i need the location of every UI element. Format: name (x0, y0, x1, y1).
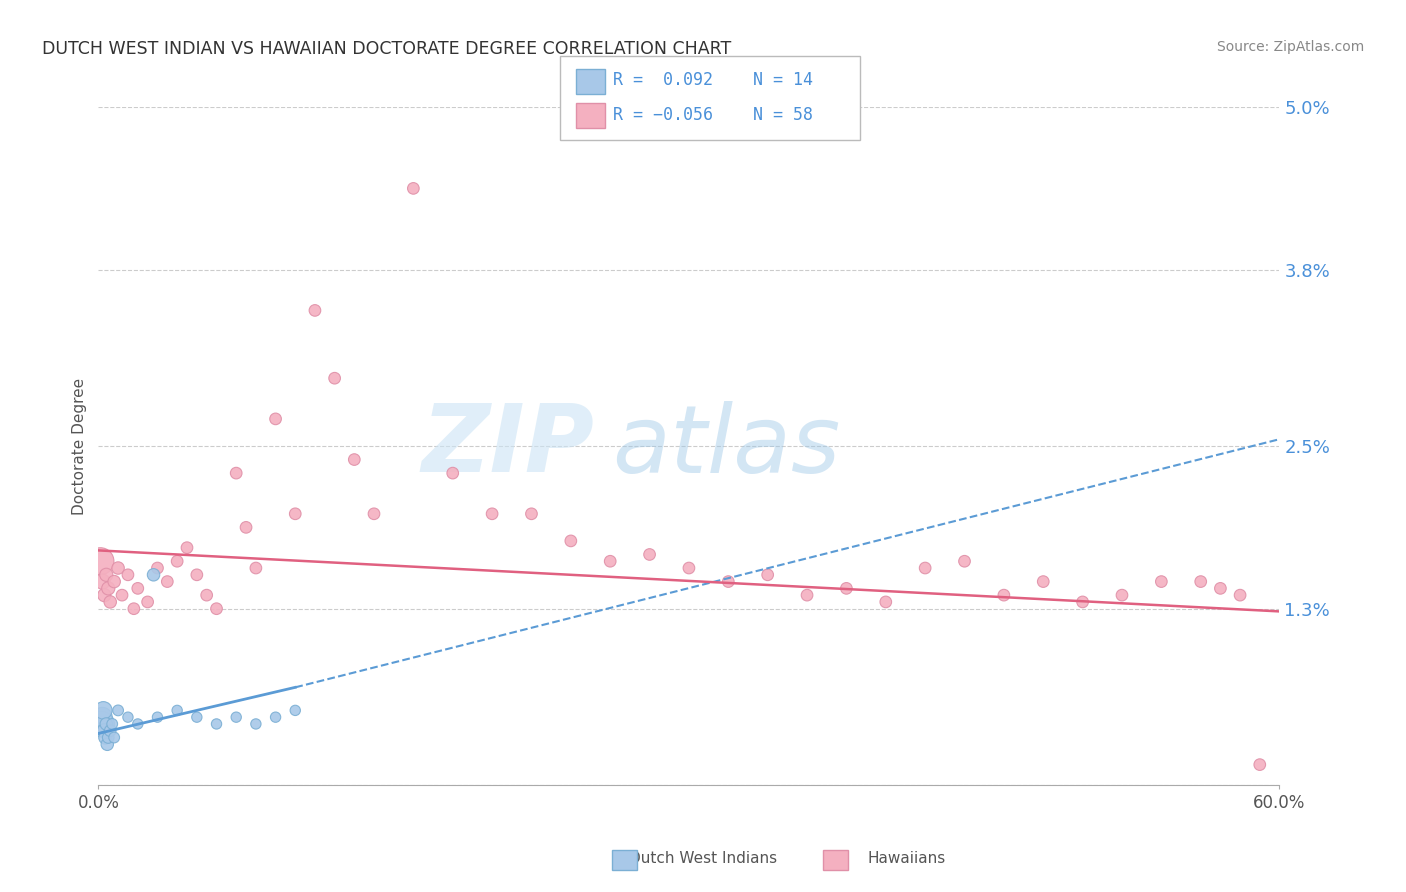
Point (796, 588, 818, 602)
Point (638, 548, 661, 562)
Point (96, 717, 118, 731)
Point (1209, 582, 1232, 596)
Point (245, 717, 267, 731)
Point (363, 507, 385, 521)
Point (1249, 757, 1271, 772)
Point (91, 710, 114, 724)
Point (176, 541, 198, 555)
Point (245, 561, 267, 575)
Point (103, 731, 125, 745)
Point (560, 533, 582, 548)
Point (993, 588, 1015, 602)
Point (146, 561, 169, 575)
Point (166, 703, 188, 717)
Point (97, 582, 120, 596)
Y-axis label: Doctorate Degree: Doctorate Degree (72, 377, 87, 515)
Point (111, 588, 134, 602)
Point (90, 717, 112, 731)
Point (98, 723, 121, 738)
Point (520, 507, 543, 521)
Point (1071, 595, 1094, 609)
Point (166, 554, 188, 568)
Point (235, 520, 257, 534)
Point (107, 703, 129, 717)
Point (1229, 588, 1251, 602)
Text: R =  0.092    N = 14: R = 0.092 N = 14 (613, 71, 813, 89)
Point (195, 588, 218, 602)
Point (136, 595, 159, 609)
Text: DUTCH WEST INDIAN VS HAWAIIAN DOCTORATE DEGREE CORRELATION CHART: DUTCH WEST INDIAN VS HAWAIIAN DOCTORATE … (42, 40, 731, 58)
Point (91, 574, 114, 589)
Point (101, 717, 124, 731)
Point (205, 717, 228, 731)
Point (953, 554, 976, 568)
Point (264, 710, 287, 724)
Point (481, 507, 503, 521)
Point (89, 554, 111, 568)
Point (323, 371, 346, 385)
Point (343, 452, 366, 467)
Point (1032, 574, 1054, 589)
Point (117, 567, 139, 582)
Text: Source: ZipAtlas.com: Source: ZipAtlas.com (1216, 40, 1364, 54)
Point (441, 466, 464, 480)
Point (103, 574, 125, 589)
Point (93, 723, 115, 738)
Point (107, 561, 129, 575)
Point (1111, 588, 1133, 602)
Point (127, 582, 149, 596)
Point (96, 567, 118, 582)
Point (1189, 574, 1212, 589)
Point (156, 574, 179, 589)
Point (1150, 574, 1173, 589)
Point (284, 507, 307, 521)
Text: R = −0.056    N = 58: R = −0.056 N = 58 (613, 106, 813, 124)
Point (756, 567, 779, 582)
Point (835, 582, 858, 596)
Point (93, 703, 115, 717)
Point (98, 595, 121, 609)
Point (93, 588, 115, 602)
Text: Hawaiians: Hawaiians (868, 851, 946, 865)
Point (186, 710, 208, 724)
Point (97, 731, 120, 745)
Point (205, 601, 228, 615)
Point (122, 601, 145, 615)
Point (304, 303, 326, 318)
Point (127, 717, 149, 731)
Point (599, 554, 621, 568)
Text: Dutch West Indians: Dutch West Indians (628, 851, 778, 865)
Point (186, 567, 208, 582)
Point (264, 412, 287, 426)
Point (875, 595, 897, 609)
Point (225, 466, 247, 480)
Point (146, 710, 169, 724)
Point (142, 567, 165, 582)
Point (678, 561, 700, 575)
Text: ZIP: ZIP (422, 400, 595, 492)
Text: atlas: atlas (612, 401, 841, 491)
Point (717, 574, 740, 589)
Point (96, 737, 118, 751)
Point (284, 703, 307, 717)
Point (117, 710, 139, 724)
Point (402, 181, 425, 195)
Point (225, 710, 247, 724)
Point (914, 561, 936, 575)
Point (94, 731, 117, 745)
